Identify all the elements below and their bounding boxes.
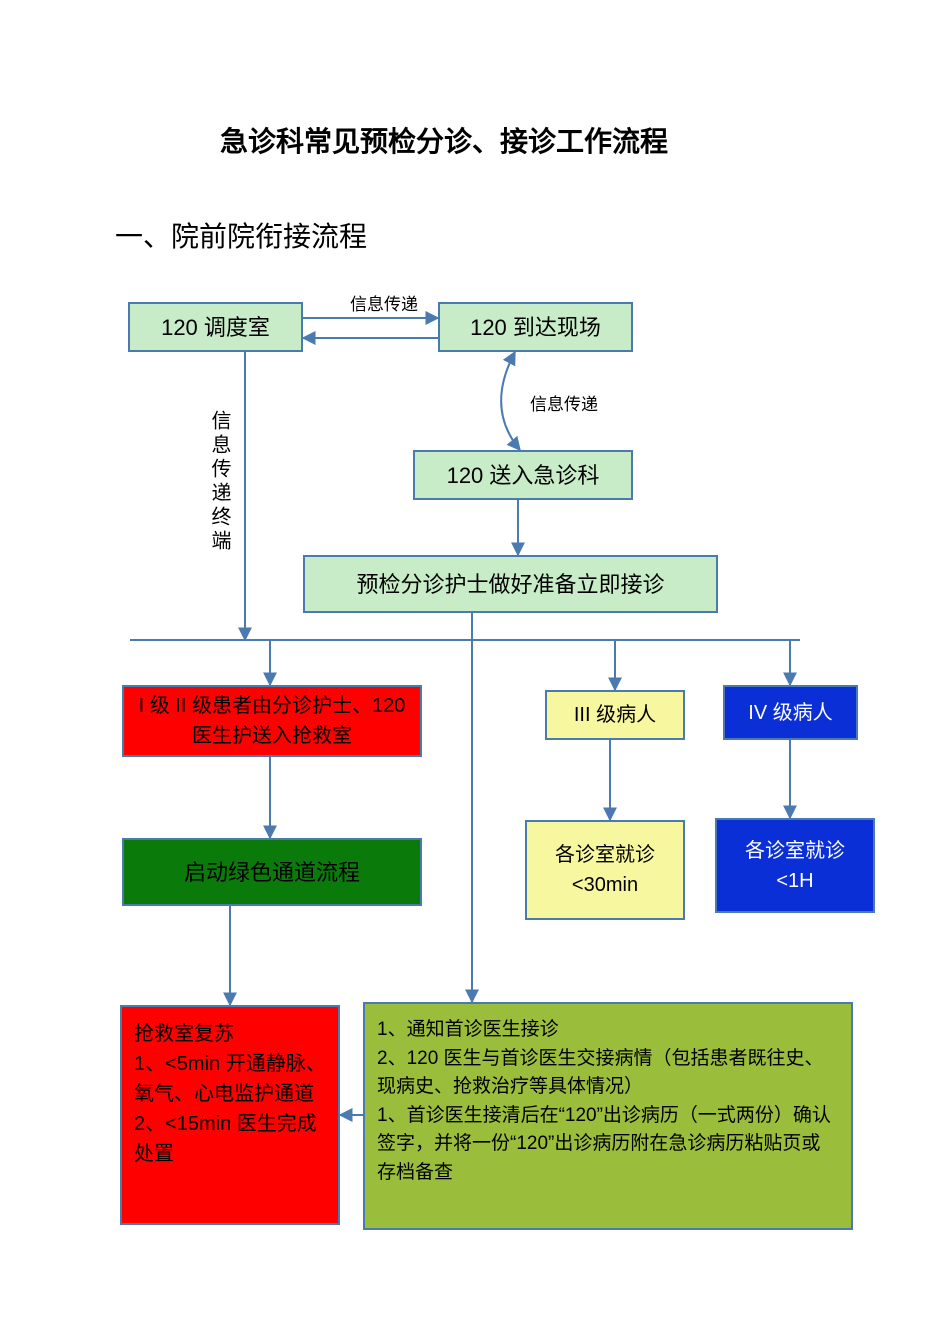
page-title: 急诊科常见预检分诊、接诊工作流程 [220,120,668,160]
node-level12-text: I 级 II 级患者由分诊护士、120 医生护送入抢救室 [130,691,414,751]
node-triage-text: 预检分诊护士做好准备立即接诊 [311,568,710,601]
node-arrive: 120 到达现场 [438,302,633,352]
node-arrive-text: 120 到达现场 [446,311,625,344]
node-dispatch: 120 调度室 [128,302,303,352]
label-info-1: 信息传递 [350,290,418,315]
node-send: 120 送入急诊科 [413,450,633,500]
node-clinic1h: 各诊室就诊 <1H [715,818,875,913]
node-notify-text: 1、通知首诊医生接诊 2、120 医生与首诊医生交接病情（包括患者既往史、现病史… [377,1016,839,1187]
label-info-2: 信息传递 [530,390,598,415]
node-level4: IV 级病人 [723,685,858,740]
node-dispatch-text: 120 调度室 [136,311,295,344]
label-info-vert: 信息传递终端 [205,410,234,554]
node-notify: 1、通知首诊医生接诊 2、120 医生与首诊医生交接病情（包括患者既往史、现病史… [363,1002,853,1230]
node-level3-text: III 级病人 [553,700,677,730]
node-level3: III 级病人 [545,690,685,740]
node-resus-text: 抢救室复苏 1、<5min 开通静脉、氧气、心电监护通道 2、<15min 医生… [134,1019,326,1169]
page: 急诊科常见预检分诊、接诊工作流程 一、院前院衔接流程 信息传递 信息传递 信息传… [0,0,945,1337]
node-clinic30-text: 各诊室就诊 <30min [533,840,677,900]
node-level4-text: IV 级病人 [731,698,850,728]
node-resus: 抢救室复苏 1、<5min 开通静脉、氧气、心电监护通道 2、<15min 医生… [120,1005,340,1225]
node-send-text: 120 送入急诊科 [421,459,625,492]
node-level12: I 级 II 级患者由分诊护士、120 医生护送入抢救室 [122,685,422,757]
node-clinic1h-text: 各诊室就诊 <1H [723,836,867,896]
node-triage: 预检分诊护士做好准备立即接诊 [303,555,718,613]
node-clinic30: 各诊室就诊 <30min [525,820,685,920]
section-subtitle: 一、院前院衔接流程 [115,215,367,255]
node-green-text: 启动绿色通道流程 [130,856,414,889]
node-green: 启动绿色通道流程 [122,838,422,906]
